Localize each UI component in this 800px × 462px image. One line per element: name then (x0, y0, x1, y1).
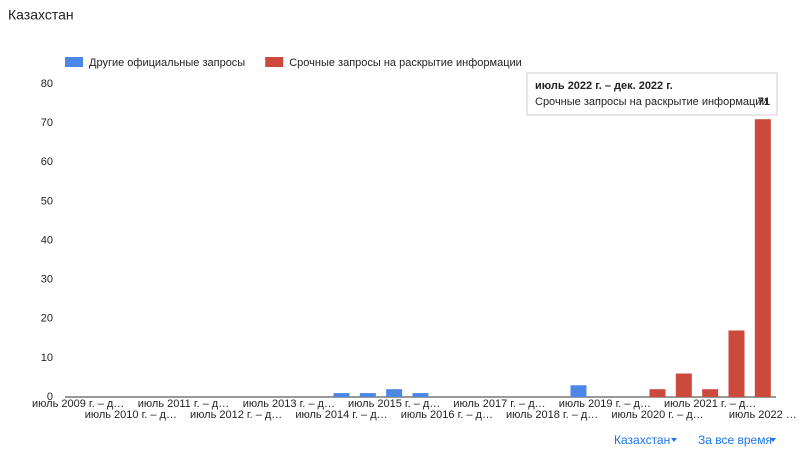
period-selector[interactable]: За все время (698, 433, 772, 447)
tooltip-title: июль 2022 г. – дек. 2022 г. (535, 80, 673, 92)
bar (702, 389, 719, 397)
bar (386, 389, 403, 397)
page-title: Казахстан (8, 7, 74, 23)
x-tick-label: июль 2016 г. – д… (401, 409, 493, 421)
y-tick-label: 60 (41, 156, 53, 168)
legend-swatch (265, 57, 284, 67)
x-tick-label: июль 2022 … (729, 409, 797, 421)
bar (570, 385, 587, 397)
region-selector[interactable]: Казахстан (614, 433, 670, 447)
y-tick-label: 10 (41, 352, 53, 364)
legend-label: Срочные запросы на раскрытие информации (289, 57, 522, 69)
x-tick-label: июль 2019 г. – д… (559, 398, 651, 410)
y-tick-label: 80 (41, 78, 53, 90)
bar (675, 373, 692, 397)
x-tick-label: июль 2015 г. – д… (348, 398, 440, 410)
bar (728, 330, 745, 397)
x-tick-label: июль 2013 г. – д… (243, 398, 335, 410)
legend-swatch (65, 57, 83, 67)
bar (412, 393, 429, 397)
y-tick-label: 50 (41, 195, 53, 207)
y-tick-label: 70 (41, 117, 53, 129)
x-tick-label: июль 2010 г. – д… (85, 409, 177, 421)
x-tick-label: июль 2018 г. – д… (506, 409, 598, 421)
tooltip-value: 71 (758, 96, 770, 108)
bar (754, 119, 771, 398)
x-tick-label: июль 2020 г. – д… (611, 409, 703, 421)
y-tick-label: 30 (41, 274, 53, 286)
x-tick-label: июль 2017 г. – д… (453, 398, 545, 410)
dropdown-arrow[interactable] (770, 438, 776, 442)
legend-label: Другие официальные запросы (89, 57, 245, 69)
y-tick-label: 0 (47, 391, 53, 403)
tooltip-box (526, 72, 778, 116)
x-tick-label: июль 2011 г. – д… (138, 398, 229, 410)
bar (333, 393, 350, 397)
y-tick-label: 20 (41, 313, 53, 325)
tooltip: июль 2022 г. – дек. 2022 г. Срочные запр… (526, 72, 778, 116)
tooltip-series: Срочные запросы на раскрытие информации (535, 96, 768, 108)
dropdown-arrow[interactable] (671, 438, 677, 442)
x-tick-label: июль 2009 г. – д… (32, 398, 124, 410)
bar (359, 393, 376, 397)
bar (649, 389, 666, 397)
y-tick-label: 40 (41, 234, 53, 246)
x-tick-label: июль 2014 г. – д… (295, 409, 387, 421)
x-tick-label: июль 2021 г. – д… (664, 398, 756, 410)
x-tick-label: июль 2012 г. – д… (190, 409, 282, 421)
